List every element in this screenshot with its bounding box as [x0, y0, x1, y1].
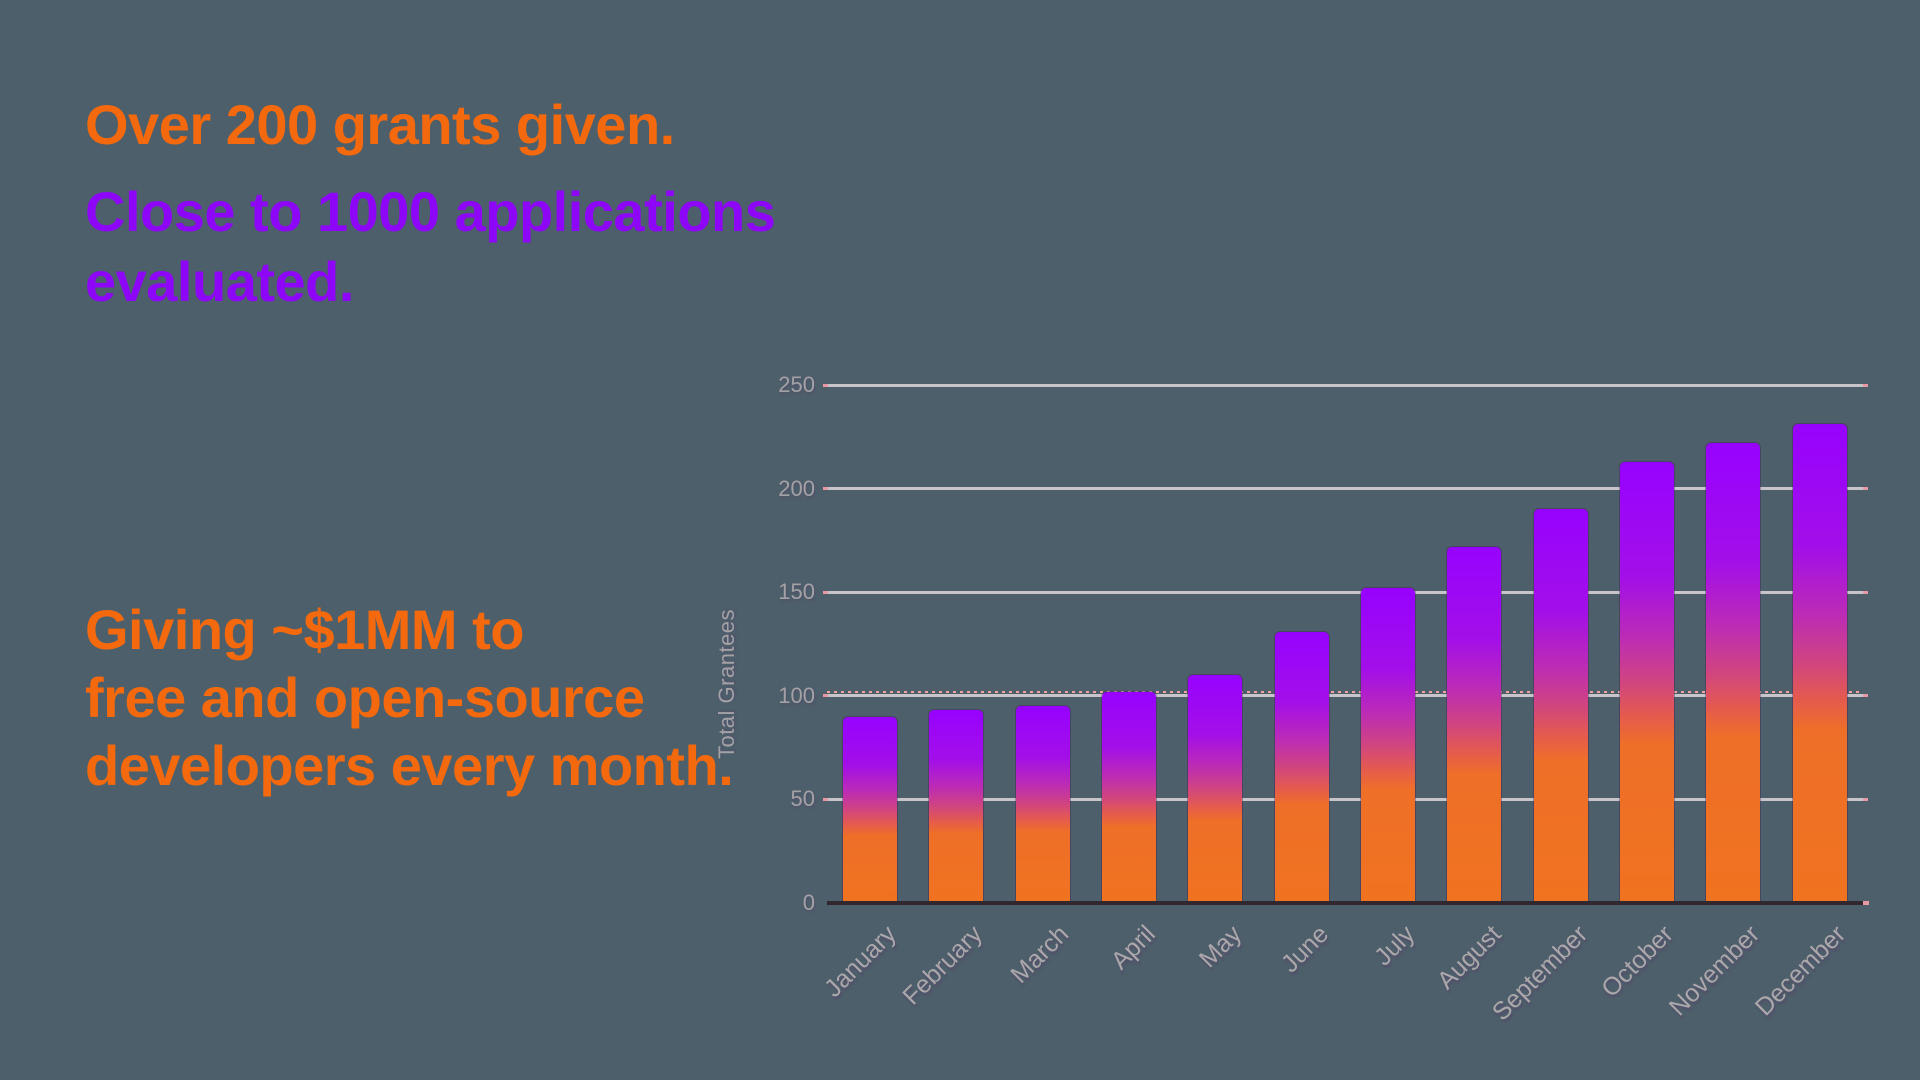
- x-label-january: January: [819, 920, 902, 1003]
- bar-cell-september: [1518, 385, 1604, 903]
- headline-grants: Over 200 grants given.: [85, 93, 675, 156]
- reference-line-100: [827, 690, 1863, 693]
- bar-cell-april: [1086, 385, 1172, 903]
- x-label-cell-december: December: [1750, 903, 1863, 1033]
- bar-april[interactable]: [1102, 691, 1157, 903]
- x-label-cell-september: September: [1486, 903, 1604, 1033]
- gridline-50: [823, 797, 1868, 801]
- y-tick-250: 250: [778, 372, 815, 397]
- x-label-cell-march: March: [1000, 903, 1086, 1033]
- y-tick-100: 100: [778, 682, 815, 708]
- x-label-cell-july: July: [1345, 903, 1431, 1033]
- bar-cell-march: [1000, 385, 1086, 903]
- giving-message-line-3: developers every month.: [85, 734, 734, 797]
- bar-november[interactable]: [1706, 443, 1761, 903]
- bar-september[interactable]: [1533, 509, 1588, 903]
- x-label-cell-april: April: [1086, 903, 1172, 1033]
- headline: Over 200 grants given. Close to 1000 app…: [85, 94, 845, 317]
- bars: [827, 385, 1863, 903]
- bar-cell-may: [1172, 385, 1258, 903]
- gridline-100: [823, 694, 1868, 698]
- y-tick-0: 0: [802, 890, 815, 915]
- y-tick-50: 50: [790, 786, 815, 812]
- bar-december[interactable]: [1792, 424, 1847, 903]
- x-axis-line: [827, 901, 1869, 905]
- gridline-150: [823, 590, 1868, 594]
- bar-march[interactable]: [1015, 706, 1070, 903]
- y-tick-200: 200: [778, 475, 815, 501]
- x-label-cell-february: February: [898, 903, 999, 1033]
- x-label-may: May: [1194, 920, 1248, 974]
- bar-may[interactable]: [1188, 675, 1243, 903]
- plot-area: [823, 383, 1869, 905]
- x-label-cell-may: May: [1172, 903, 1258, 1033]
- x-axis-labels: January February March April May June July Augu…: [819, 903, 1863, 1033]
- giving-message: Giving ~$1MM to free and open-source dev…: [85, 596, 734, 800]
- bar-cell-october: [1604, 385, 1690, 903]
- bar-february[interactable]: [929, 710, 984, 903]
- x-label-august: August: [1431, 920, 1507, 995]
- x-label-june: June: [1275, 920, 1334, 979]
- bar-august[interactable]: [1447, 546, 1502, 903]
- bar-june[interactable]: [1274, 631, 1329, 903]
- bar-october[interactable]: [1620, 461, 1675, 903]
- x-label-april: April: [1105, 920, 1161, 976]
- gridline-200: [823, 487, 1868, 491]
- bar-cell-july: [1345, 385, 1431, 903]
- giving-message-line-2: free and open-source: [85, 666, 645, 729]
- bar-cell-january: [827, 385, 913, 903]
- bar-cell-november: [1690, 385, 1776, 903]
- gridline-250: [823, 383, 1868, 387]
- bar-cell-february: [913, 385, 999, 903]
- x-label-cell-january: January: [819, 903, 913, 1033]
- headline-applications: Close to 1000 applications evaluated.: [85, 180, 776, 313]
- giving-message-line-1: Giving ~$1MM to: [85, 598, 525, 661]
- bar-january[interactable]: [843, 716, 898, 903]
- x-label-july: July: [1368, 920, 1420, 972]
- bar-cell-august: [1431, 385, 1517, 903]
- x-label-october: October: [1596, 920, 1679, 1003]
- bar-july[interactable]: [1361, 588, 1416, 903]
- x-label-march: March: [1005, 920, 1075, 989]
- bar-cell-december: [1777, 385, 1863, 903]
- bar-cell-june: [1259, 385, 1345, 903]
- y-axis-ticks: 0 50 100 150 200 250: [730, 372, 815, 915]
- y-tick-150: 150: [778, 579, 815, 605]
- x-label-cell-june: June: [1259, 903, 1345, 1033]
